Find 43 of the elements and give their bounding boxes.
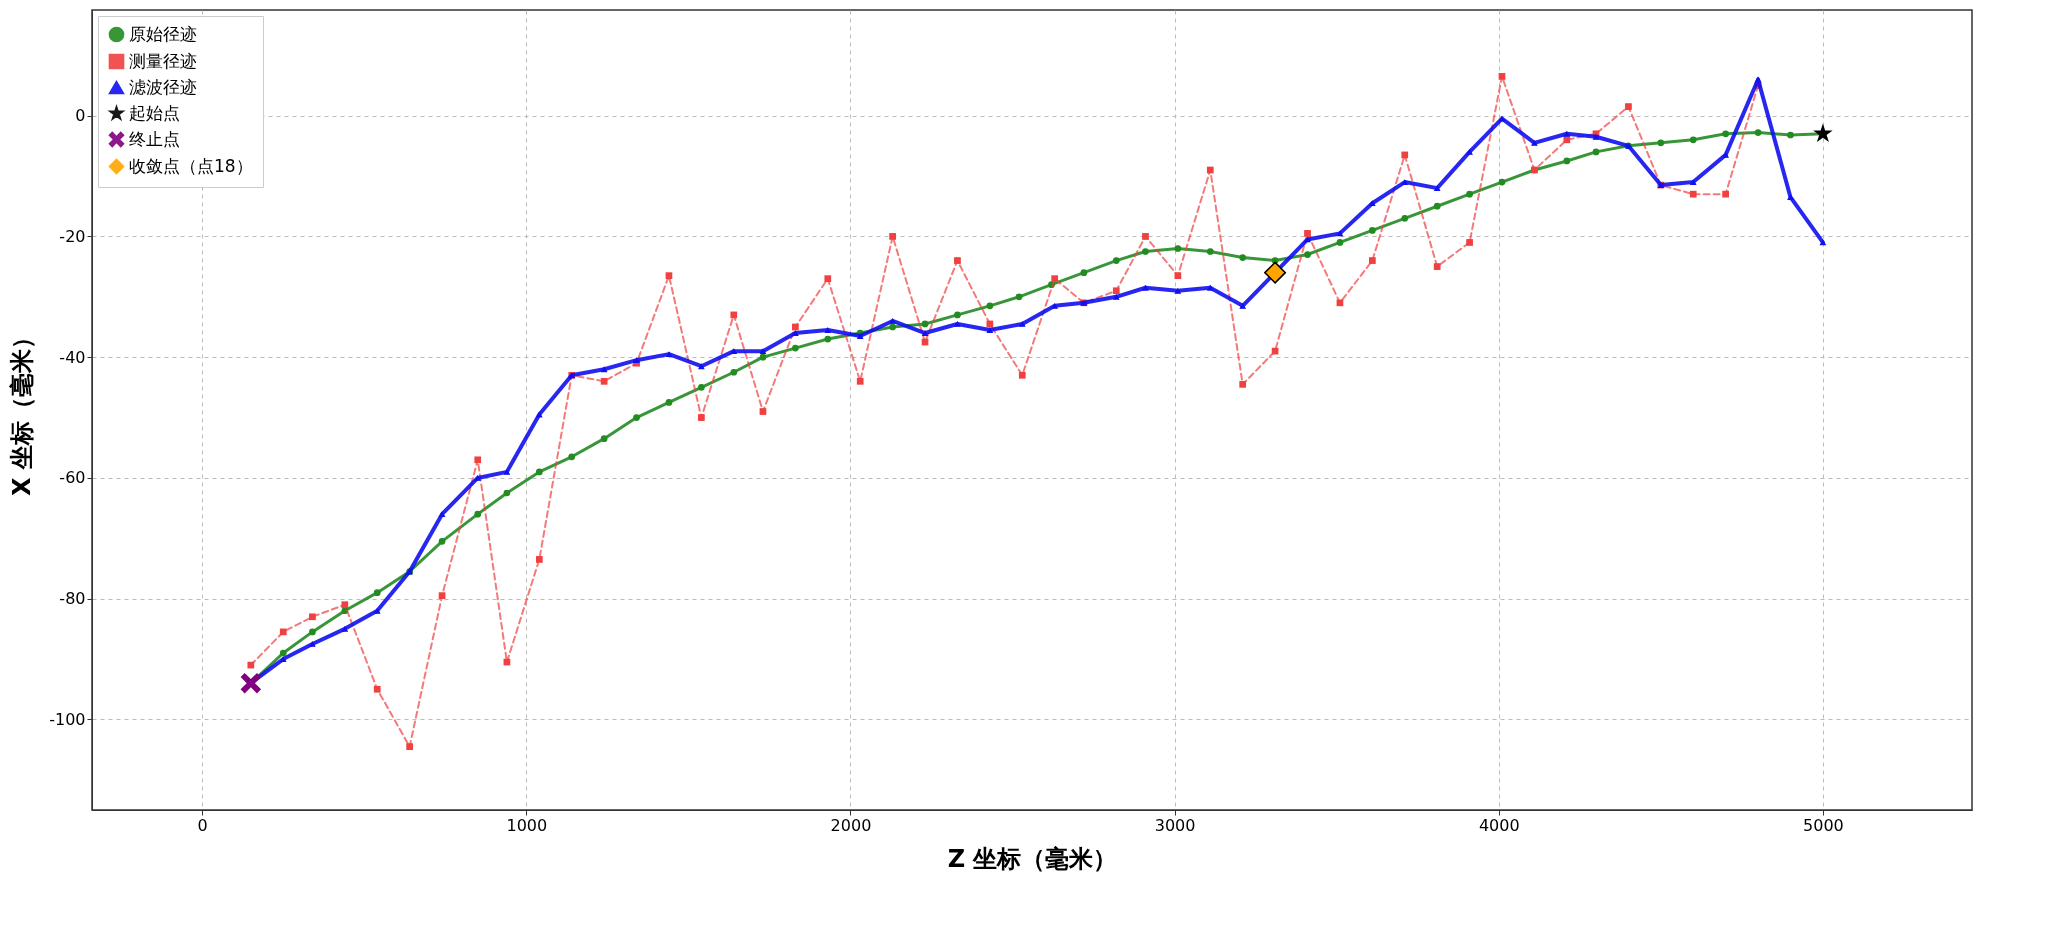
- y-axis-title: X 坐标（毫米）: [8, 325, 37, 496]
- legend-label: 滤波径迹: [129, 76, 197, 97]
- x-tick-label: 2000: [830, 815, 872, 835]
- x-axis-title: Z 坐标（毫米）: [947, 844, 1118, 873]
- point: [698, 384, 705, 391]
- point: [792, 330, 799, 336]
- legend-label: 终止点: [129, 128, 180, 149]
- point: [309, 641, 316, 647]
- legend-label: 收敛点（点18）: [129, 155, 253, 176]
- x-tick-label: 1000: [506, 815, 548, 835]
- point: [954, 321, 961, 327]
- x-tick-label: 3000: [1154, 815, 1196, 835]
- y-tick-label: -100: [49, 709, 86, 729]
- y-tick-label: -40: [59, 347, 86, 367]
- x-tick-label: 0: [197, 815, 208, 835]
- y-tick-label: 0: [75, 106, 86, 126]
- point: [954, 257, 961, 264]
- point: [240, 672, 262, 694]
- point: [889, 318, 896, 324]
- point: [1368, 257, 1376, 264]
- point: [1625, 103, 1632, 110]
- x-tick-label: 4000: [1478, 815, 1520, 835]
- legend-label: 起始点: [129, 102, 180, 123]
- point: [406, 743, 414, 750]
- legend-label: 原始径迹: [129, 23, 197, 44]
- x-tick-label: 5000: [1803, 815, 1844, 835]
- point: [1304, 251, 1311, 258]
- point: [698, 414, 705, 421]
- point: [1368, 227, 1376, 234]
- point: [1264, 261, 1287, 284]
- y-tick-label: -80: [59, 589, 86, 609]
- point: [889, 233, 896, 240]
- point: [633, 414, 640, 421]
- point: [1142, 248, 1149, 255]
- legend-label: 测量径迹: [129, 50, 197, 71]
- point: [1142, 233, 1149, 240]
- point: [1304, 230, 1311, 237]
- point: [1813, 123, 1833, 143]
- point: [1722, 152, 1730, 158]
- point: [1466, 148, 1473, 155]
- point: [1466, 239, 1473, 246]
- y-tick-label: -60: [59, 468, 86, 488]
- y-tick-label: -20: [59, 226, 86, 246]
